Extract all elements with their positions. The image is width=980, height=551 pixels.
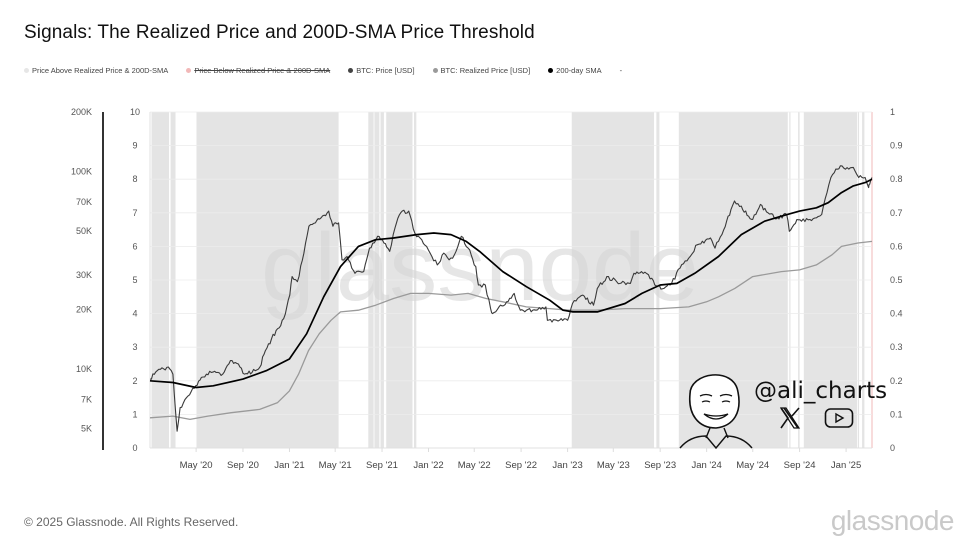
legend-label: Price Below Realized Price & 200D-SMA: [194, 66, 331, 75]
left-axis-tick-label: 7: [132, 208, 137, 218]
left-signal-axis-labels: 0 1 2 3 4 5 6 7 8 9 10: [130, 107, 140, 453]
x-axis-tick-label: Jan '24: [691, 460, 721, 471]
legend-item-below[interactable]: Price Below Realized Price & 200D-SMA: [186, 66, 330, 75]
copyright-text: © 2025 Glassnode. All Rights Reserved.: [24, 515, 239, 529]
legend-item-above[interactable]: Price Above Realized Price & 200D-SMA: [24, 66, 168, 75]
left-axis-tick-label: 10: [130, 107, 140, 117]
legend-label: 200-day SMA: [556, 66, 602, 75]
social-links: [778, 406, 854, 430]
x-axis-tick-label: May '22: [458, 460, 491, 471]
legend-swatch-icon: [432, 68, 438, 73]
legend-item-btc-price[interactable]: BTC: Price [USD]: [348, 66, 415, 75]
legend-item-extra[interactable]: -: [620, 66, 623, 75]
left-axis-tick-label: 3: [132, 342, 137, 352]
chart-title: Signals: The Realized Price and 200D-SMA…: [24, 22, 535, 43]
price-axis-tick-label: 100K: [71, 166, 92, 176]
price-axis-tick-label: 5K: [81, 423, 92, 433]
legend-item-realized-price[interactable]: BTC: Realized Price [USD]: [432, 66, 531, 75]
x-axis-labels: May '20 Sep '20 Jan '21 May '21 Sep '21 Jan '…: [180, 448, 861, 471]
legend-item-200d-sma[interactable]: 200-day SMA: [548, 66, 602, 75]
right-signal-axis-labels: 0 0.1 0.2 0.3 0.4 0.5 0.6 0.7 0.8 0.9 1: [890, 107, 903, 453]
author-handle: @ali_charts: [754, 378, 888, 404]
x-axis-tick-label: Sep '20: [227, 460, 259, 471]
youtube-icon[interactable]: [824, 407, 854, 429]
x-axis-tick-label: Jan '25: [831, 460, 861, 471]
price-axis-tick-label: 200K: [71, 107, 92, 117]
x-axis-tick-label: May '23: [597, 460, 630, 471]
legend-label: BTC: Price [USD]: [356, 66, 415, 75]
right-axis-tick-label: 0.3: [890, 342, 903, 352]
left-axis-tick-label: 5: [132, 275, 137, 285]
x-axis-tick-label: May '20: [180, 460, 213, 471]
price-axis-tick-label: 30K: [76, 270, 92, 280]
legend-label: -: [619, 66, 623, 75]
right-axis-tick-label: 0.9: [890, 141, 903, 151]
x-axis-tick-label: Sep '22: [505, 460, 537, 471]
right-axis-tick-label: 0.6: [890, 241, 903, 251]
series-lines: [149, 165, 873, 432]
right-axis-tick-label: 0.7: [890, 208, 903, 218]
price-axis-tick-label: 70K: [76, 197, 92, 207]
x-axis-tick-label: May '24: [736, 460, 769, 471]
legend-swatch-icon: [24, 68, 29, 73]
x-axis-tick-label: May '21: [319, 460, 352, 471]
left-axis-tick-label: 2: [132, 376, 137, 386]
legend-swatch-icon: [548, 68, 554, 73]
btc-price-line: [149, 165, 873, 432]
realized-price-line: [149, 240, 873, 421]
x-axis-tick-label: Jan '21: [274, 460, 304, 471]
right-axis-tick-label: 0.8: [890, 174, 903, 184]
right-axis-tick-label: 0.4: [890, 309, 903, 319]
x-logo-icon[interactable]: [778, 406, 802, 430]
avatar-illustration: [679, 374, 753, 450]
legend-swatch-icon: [186, 68, 192, 73]
right-axis-tick-label: 0.2: [890, 376, 903, 386]
right-axis-tick-label: 0.1: [890, 409, 903, 419]
price-axis-tick-label: 7K: [81, 395, 92, 405]
legend-label: BTC: Realized Price [USD]: [440, 66, 531, 75]
x-axis-tick-label: Jan '22: [413, 460, 443, 471]
chart-legend: Price Above Realized Price & 200D-SMA Pr…: [24, 66, 622, 75]
left-axis-tick-label: 0: [132, 443, 137, 453]
price-axis-labels: 200K 100K 70K 50K 30K 20K 10K 7K 5K: [71, 107, 92, 433]
price-axis-tick-label: 10K: [76, 364, 92, 374]
right-axis-tick-label: 1: [890, 107, 895, 117]
left-axis-tick-label: 6: [132, 241, 137, 251]
x-axis-tick-label: Sep '23: [644, 460, 676, 471]
right-axis-tick-label: 0: [890, 443, 895, 453]
sma-200d-line: [149, 178, 873, 389]
left-axis-tick-label: 9: [132, 141, 137, 151]
watermark: glassnode: [261, 214, 699, 321]
glassnode-logo: glassnode: [830, 505, 955, 536]
price-axis-tick-label: 50K: [76, 226, 92, 236]
price-axis-tick-label: 20K: [76, 305, 92, 315]
legend-swatch-icon: [348, 68, 354, 73]
left-axis-tick-label: 4: [132, 309, 137, 319]
left-axis-tick-label: 8: [132, 174, 137, 184]
right-axis-tick-label: 0.5: [890, 275, 903, 285]
x-axis-tick-label: Sep '24: [784, 460, 816, 471]
legend-label: Price Above Realized Price & 200D-SMA: [32, 66, 169, 75]
left-axis-tick-label: 1: [132, 409, 137, 419]
x-axis-tick-label: Jan '23: [552, 460, 582, 471]
x-axis-tick-label: Sep '21: [366, 460, 398, 471]
